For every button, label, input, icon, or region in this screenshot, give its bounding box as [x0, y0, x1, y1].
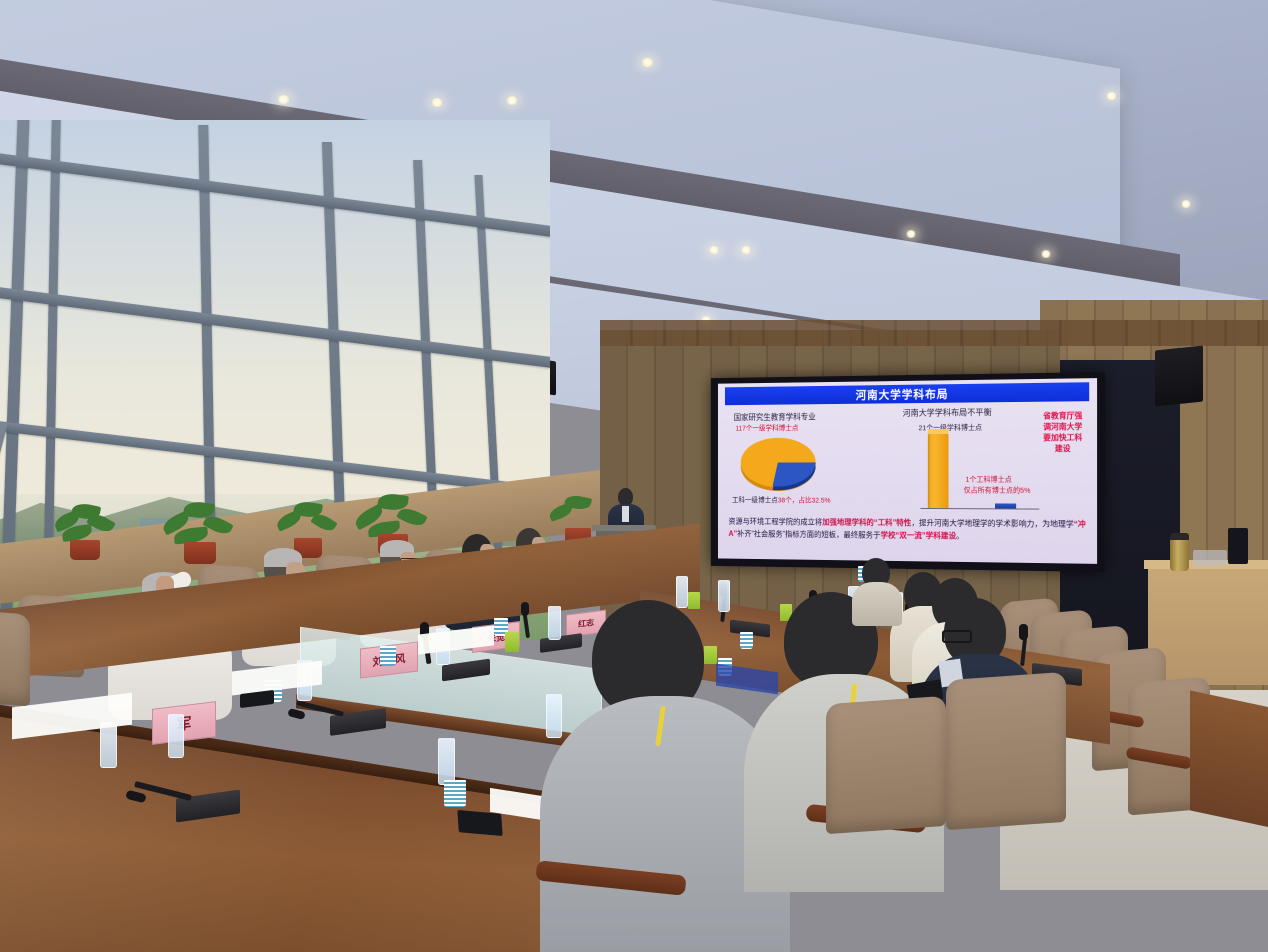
downlight-icon [708, 246, 720, 254]
paper-cup[interactable] [494, 618, 508, 636]
slide-side-note: 省教育厅强调河南大学要加快工科建设 [1043, 411, 1083, 454]
downlight-icon [905, 230, 917, 238]
presenter-head [618, 488, 633, 506]
pie-chart [740, 437, 816, 492]
potted-plant [160, 499, 236, 566]
bar-chart-axis [920, 507, 1040, 510]
eyeglasses-icon [942, 630, 972, 643]
bar-annotation-line1: 1个工科博士点 [965, 474, 1012, 484]
paper-cup[interactable] [740, 632, 753, 649]
body-part-4: 。 [956, 531, 964, 541]
chair[interactable] [946, 671, 1066, 831]
downlight-icon [1040, 250, 1052, 258]
credenza-cabinet [1148, 565, 1268, 685]
body-part-1: 资源与环境工程学院的成立将 [728, 517, 823, 527]
body-highlight-1: 加强地理学科的“工科”特性 [822, 517, 912, 528]
paper-cup[interactable] [444, 780, 466, 807]
slide-body-text: 资源与环境工程学院的成立将加强地理学科的“工科”特性，提升河南大学地理学的学术影… [728, 515, 1089, 544]
table-right-wing [1190, 690, 1268, 830]
water-bottle[interactable] [718, 580, 730, 612]
gooseneck-microphone[interactable] [125, 760, 250, 824]
gold-thermos [1170, 538, 1189, 571]
gooseneck-microphone[interactable] [520, 602, 590, 658]
podium-top [592, 525, 656, 531]
downlight-icon [640, 58, 655, 67]
body-part-3: 补齐“社会服务”指标方面的短板，最终服务于 [737, 529, 881, 540]
wall-speaker [1155, 345, 1203, 407]
chair[interactable] [826, 695, 946, 835]
downlight-icon [1180, 200, 1192, 208]
downlight-icon [276, 95, 291, 104]
attendee-torso [852, 582, 902, 626]
water-bottle[interactable] [168, 714, 184, 758]
potted-plant [50, 500, 120, 562]
desktop-monitor[interactable] [1228, 528, 1248, 564]
downlight-icon [740, 246, 752, 254]
green-tea-box [688, 592, 700, 609]
potted-plant [272, 498, 342, 560]
downlight-icon [505, 96, 519, 105]
attendee [852, 558, 904, 626]
presentation-slide: 河南大学学科布局 国家研究生教育学科专业 117个一级学科博士点 工科一级博士点… [717, 378, 1098, 564]
bar-chart-heading: 河南大学学科布局不平衡 [902, 407, 992, 418]
green-tea-box [704, 646, 717, 664]
smartphone[interactable] [457, 809, 503, 837]
body-highlight-3: 学校“双一流”学科建设 [880, 530, 957, 541]
gooseneck-microphone[interactable] [287, 686, 396, 736]
paper-cup[interactable] [380, 646, 396, 666]
water-bottle[interactable] [548, 606, 561, 640]
slide-title: 河南大学学科布局 [855, 388, 949, 402]
thermos-lid [1170, 533, 1189, 540]
gooseneck-microphone[interactable] [418, 622, 498, 686]
led-display-screen[interactable]: 河南大学学科布局 国家研究生教育学科专业 117个一级学科博士点 工科一级博士点… [710, 372, 1105, 572]
wall-trim-upper [600, 320, 1268, 346]
smartphone[interactable] [240, 689, 274, 709]
water-bottle[interactable] [438, 738, 455, 785]
bar-primary [927, 432, 949, 509]
bar-annotation-line2: 仅占所有博士点的5% [963, 485, 1031, 495]
green-tea-box [505, 632, 519, 652]
desk-clutter [1193, 550, 1227, 566]
pie-chart-heading: 国家研究生教育学科专业 [733, 411, 816, 423]
water-bottle[interactable] [100, 722, 117, 768]
body-part-2: ，提升河南大学地理学的学术影响力，为地理学 [911, 518, 1074, 529]
presenter-shirt [622, 506, 629, 522]
bar-primary-top [927, 429, 949, 435]
downlight-icon [430, 98, 444, 107]
slide-title-bar: 河南大学学科布局 [724, 382, 1090, 406]
gooseneck-microphone[interactable] [1016, 624, 1086, 688]
downlight-icon [1105, 92, 1118, 100]
pie-chart-caption: 工科一级博士点38个，占比32.5% [731, 495, 831, 505]
water-bottle[interactable] [676, 576, 688, 608]
chair[interactable] [0, 609, 30, 707]
water-bottle[interactable] [546, 694, 562, 738]
